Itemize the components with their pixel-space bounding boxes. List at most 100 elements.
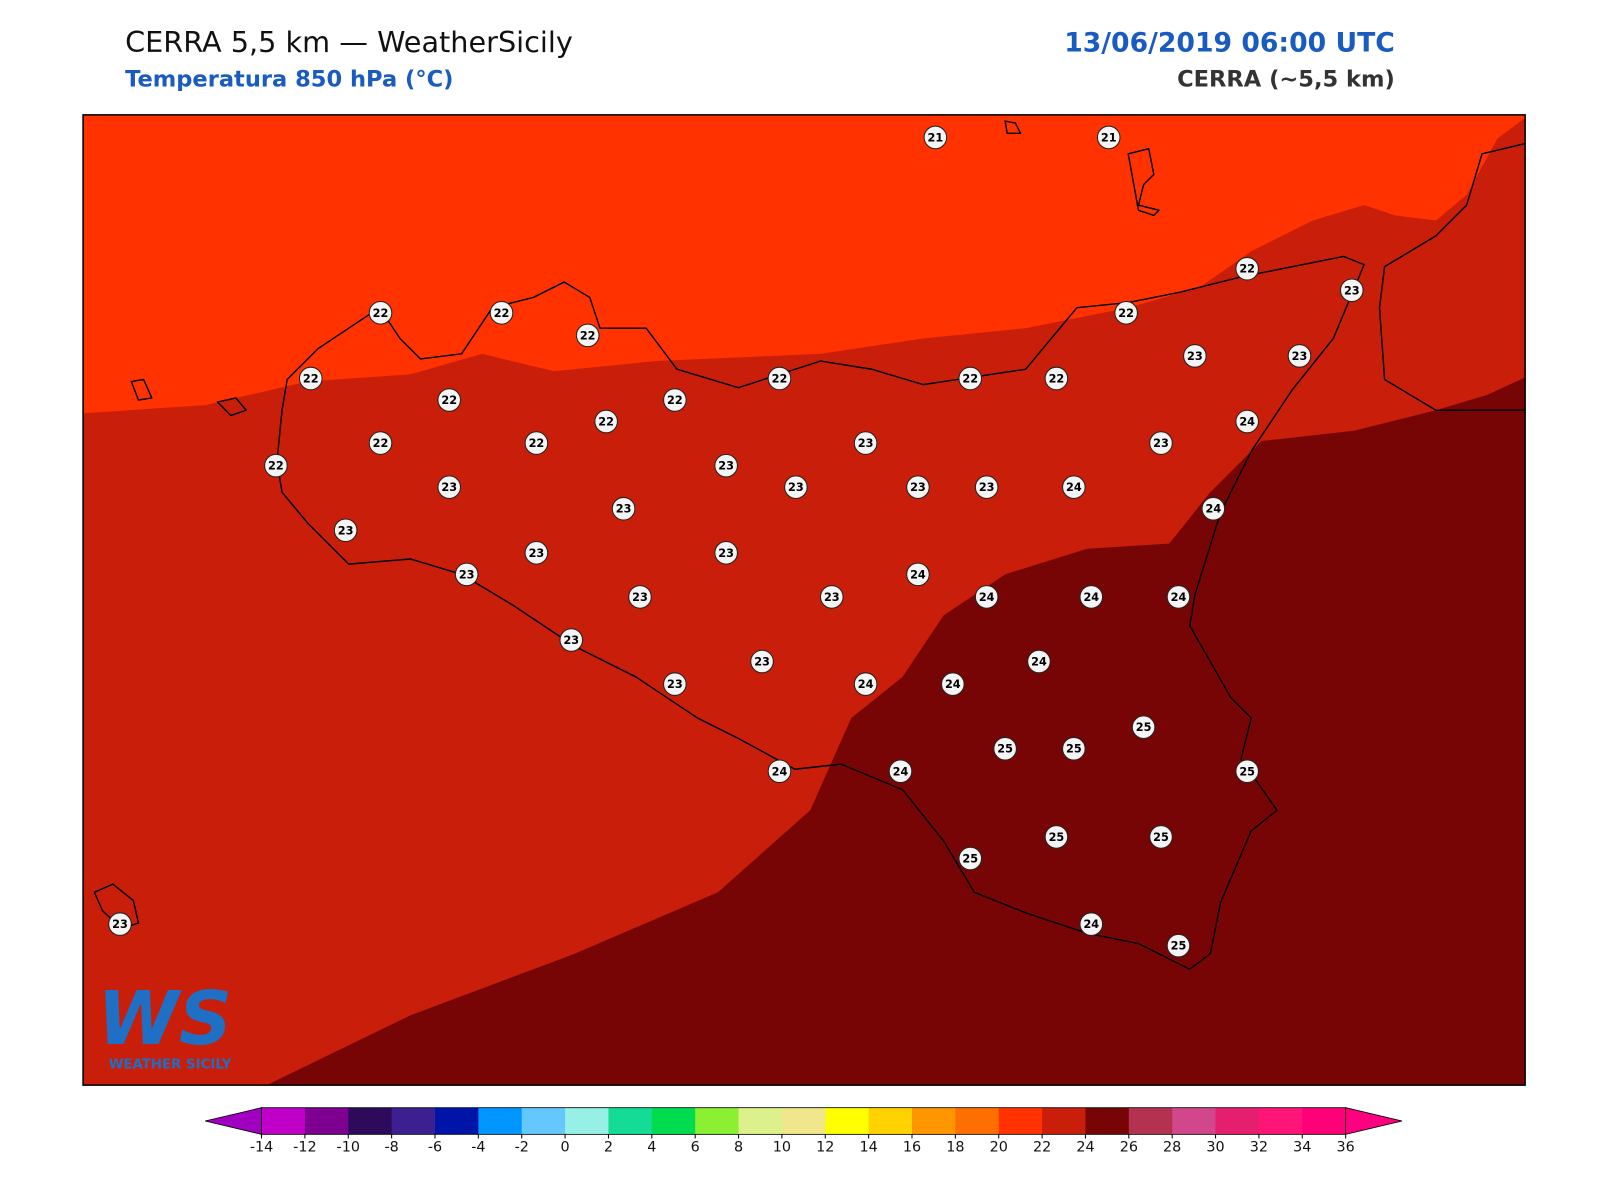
station: 23 [750,649,774,674]
station: 22 [264,453,288,478]
station-value: 25 [1066,743,1082,756]
station-value: 22 [373,437,389,450]
station: 22 [1114,301,1138,325]
station: 25 [1131,715,1156,739]
station-marker [974,475,999,499]
station-marker [1096,125,1121,150]
station-value: 23 [1292,350,1308,363]
station-value: 22 [303,372,319,385]
station-marker [663,388,687,412]
station-marker [628,585,652,609]
station: 24 [1166,585,1191,609]
colorbar-over [1345,1107,1403,1135]
station: 23 [1339,278,1364,303]
station-value: 24 [772,765,788,778]
station: 22 [437,388,462,412]
station-value: 22 [580,329,596,342]
station-marker [1079,912,1104,936]
station-marker [524,541,549,565]
station: 22 [1044,366,1069,391]
station-marker [1166,585,1191,609]
station-value: 22 [667,394,683,407]
station: 23 [784,475,808,499]
station-value: 23 [1187,350,1203,363]
station-marker [1044,825,1069,849]
station-marker [1114,301,1138,325]
station: 22 [298,366,323,391]
station-value: 22 [441,394,457,407]
station: 23 [819,585,844,609]
colorbar-bin [1215,1107,1260,1135]
colorbar-bin [521,1107,566,1135]
station-marker [714,453,738,478]
colorbar-bin [912,1107,956,1135]
colorbar-tick-label: 16 [903,1140,921,1156]
station: 23 [628,585,652,609]
station-value: 23 [632,591,648,604]
colorbar-bin [695,1107,740,1135]
station-marker [663,672,687,696]
calabria-coast [1378,142,1526,411]
island [130,378,153,401]
colorbar-bin [955,1107,1000,1135]
colorbar-tick-label: 12 [816,1140,834,1156]
station: 24 [941,672,965,696]
station-marker [559,628,584,652]
station-value: 24 [1031,656,1047,669]
station-marker [767,759,792,784]
colorbar-bin [998,1107,1043,1135]
station: 22 [524,431,549,455]
colorbar-tick-label: 32 [1250,1140,1268,1156]
colorbar-bin [651,1107,696,1135]
colorbar-tick-label: 4 [647,1140,656,1156]
station: 23 [524,541,549,565]
station-marker [906,475,930,499]
station-marker [974,585,999,609]
colorbar-bin [738,1107,783,1135]
station-value: 23 [459,568,475,581]
station-marker [1183,344,1207,368]
station-marker [1079,585,1104,609]
station: 25 [1044,825,1069,849]
station-marker [1166,933,1191,958]
colorbar-tick-label: -14 [250,1140,273,1156]
station-value: 22 [1049,372,1065,385]
colorbar-tick-label: -12 [293,1140,316,1156]
station-value: 23 [979,481,995,494]
station-marker [853,672,878,696]
logo-text: WEATHER SICILY [109,1058,232,1073]
colorbar-tick-label: -2 [515,1140,529,1156]
station: 22 [594,409,618,434]
station: 23 [663,672,687,696]
station: 22 [958,366,983,391]
station-value: 25 [962,852,978,865]
station-value: 22 [494,307,510,320]
station-value: 21 [928,131,944,144]
station: 23 [1183,344,1207,368]
station-value: 24 [979,591,995,604]
colorbar-tick-label: 8 [734,1140,743,1156]
colorbar-tick-label: 30 [1206,1140,1224,1156]
station: 25 [1062,736,1086,761]
station-marker [819,585,844,609]
station: 24 [1201,496,1226,521]
station: 22 [368,301,393,325]
station-marker [1044,366,1069,391]
station-value: 25 [1049,831,1065,844]
station-value: 25 [1153,831,1169,844]
station: 21 [1096,125,1121,150]
station-value: 24 [893,765,909,778]
temperature-band [266,377,1526,1086]
colorbar-frame [261,1107,1347,1135]
station: 23 [108,912,132,936]
colorbar-tick-label: -4 [471,1140,485,1156]
station: 25 [1235,759,1259,784]
island [1127,147,1160,217]
station-value: 23 [338,524,354,537]
station-marker [594,409,618,434]
station: 25 [958,846,983,871]
station-marker [108,912,132,936]
station: 24 [1235,409,1259,434]
colorbar-bin [868,1107,913,1135]
station-value: 23 [1153,437,1169,450]
